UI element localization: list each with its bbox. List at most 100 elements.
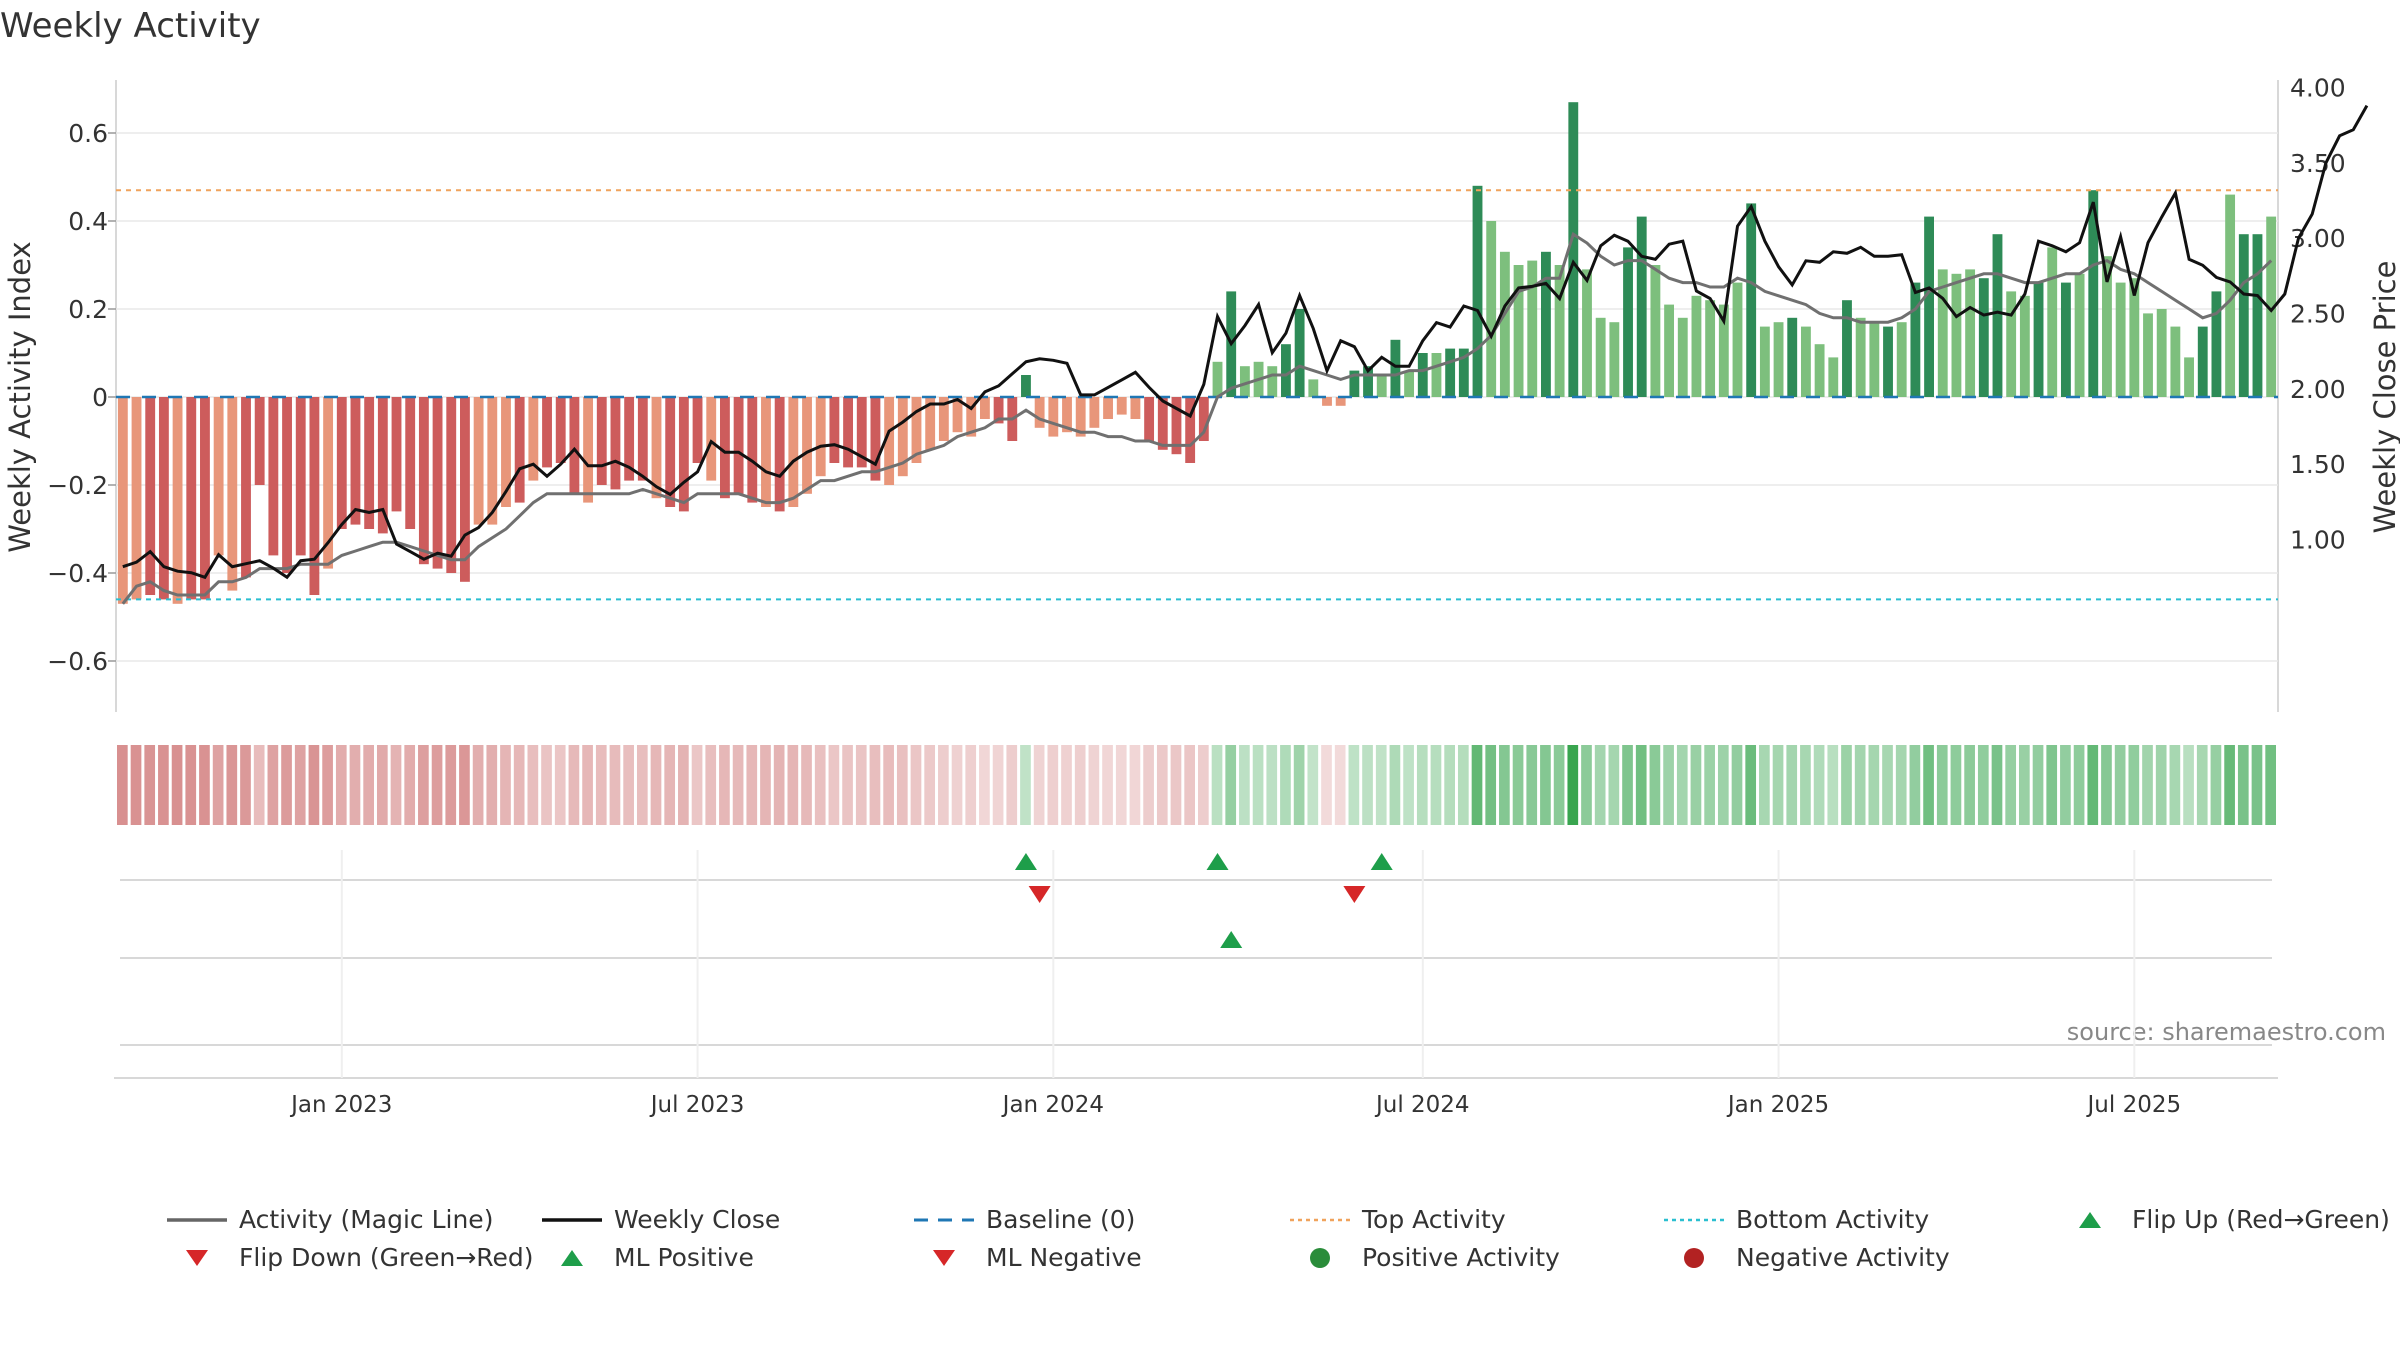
activity-bar: [309, 397, 320, 595]
heat-strip-cell: [1485, 745, 1497, 825]
activity-bar: [1089, 397, 1100, 428]
heat-strip-cell: [1252, 745, 1264, 825]
heat-strip-cell: [2114, 745, 2126, 825]
legend-item-flip_down: Flip Down (Green→Red): [165, 1243, 534, 1272]
x-tick-label: Jan 2025: [1726, 1092, 1829, 1118]
activity-bar: [186, 397, 197, 600]
activity-bar: [2047, 247, 2058, 397]
activity-bar: [542, 397, 552, 468]
activity-bar: [1103, 397, 1113, 419]
activity-bar: [282, 397, 292, 573]
heat-strip-cell: [1362, 745, 1373, 825]
heat-strip-cell: [1102, 745, 1113, 825]
activity-bar: [1883, 326, 1893, 397]
heat-strip-cell: [2196, 745, 2208, 825]
heat-strip-cell: [910, 745, 922, 825]
heat-strip-cell: [1457, 745, 1469, 825]
heat-strip-cell: [1581, 745, 1592, 825]
heat-strip-cell: [1649, 745, 1661, 825]
activity-bar: [254, 397, 265, 485]
flip_down-legend-swatch-icon: [165, 1248, 229, 1268]
activity-bar: [1924, 216, 1934, 397]
activity-bar: [446, 397, 457, 573]
activity-bar: [1855, 317, 1866, 397]
activity-bar: [158, 397, 169, 600]
activity-bar: [1116, 397, 1127, 415]
activity-bar: [1390, 339, 1401, 397]
activity-bar: [979, 397, 990, 419]
heat-strip-cell: [2046, 745, 2058, 825]
heat-strip-cell: [924, 745, 936, 825]
activity-bar: [1650, 265, 1661, 397]
activity-bar: [1869, 322, 1880, 397]
heat-strip-cell: [1170, 745, 1182, 825]
activity-bar: [1759, 326, 1770, 397]
y-tick-label: −0.6: [47, 647, 108, 676]
heat-strip-cell: [1321, 745, 1332, 825]
activity-bar: [1349, 370, 1360, 397]
activity-bar: [117, 397, 128, 604]
activity-bar: [1554, 265, 1565, 397]
activity-bar: [473, 397, 484, 525]
y2-tick-label: 2.50: [2290, 300, 2346, 329]
activity-bar: [1541, 251, 1551, 397]
activity-bar: [692, 397, 703, 463]
heat-strip-cell: [390, 745, 402, 825]
activity-bar: [2129, 278, 2140, 397]
legend-label: Flip Down (Green→Red): [239, 1243, 534, 1272]
heat-strip-cell: [1115, 745, 1127, 825]
heat-strip-cell: [1553, 745, 1565, 825]
legend-label: Activity (Magic Line): [239, 1205, 494, 1234]
heat-strip-cell: [951, 745, 963, 825]
heat-strip-cell: [595, 745, 607, 825]
heat-strip-cell: [1389, 745, 1401, 825]
heat-strip-cell: [1540, 745, 1551, 825]
activity-bar: [829, 397, 840, 463]
heat-strip-cell: [117, 745, 128, 825]
activity-bar: [802, 397, 812, 494]
activity-bar: [747, 397, 758, 503]
heat-strip-cell: [1868, 745, 1880, 825]
ml_neg-legend-swatch-icon: [912, 1248, 976, 1268]
heat-strip-cell: [760, 745, 771, 825]
heat-strip-cell: [1211, 745, 1223, 825]
heat-strip-cell: [322, 745, 333, 825]
activity-bar: [952, 397, 963, 433]
flip-up-marker: [1370, 853, 1393, 870]
heat-strip-cell: [1663, 745, 1674, 825]
heat-strip-cell: [294, 745, 306, 825]
activity-bar: [2238, 234, 2249, 397]
heat-strip-cell: [459, 745, 470, 825]
heat-strip-cell: [1594, 745, 1606, 825]
heat-strip-cell: [773, 745, 785, 825]
activity-bar: [1458, 348, 1469, 397]
activity-bar: [2006, 291, 2017, 397]
heat-strip-cell: [431, 745, 443, 825]
heat-strip-cell: [568, 745, 580, 825]
heat-strip-cell: [445, 745, 457, 825]
activity-bar: [1322, 397, 1332, 406]
heat-strip-cell: [732, 745, 744, 825]
flip-up-marker: [1014, 853, 1037, 870]
activity-bar: [1198, 397, 1209, 441]
neg-legend-swatch-icon: [1662, 1247, 1726, 1268]
heat-strip-cell: [171, 745, 183, 825]
activity-bar: [2115, 282, 2126, 397]
legend-label: Bottom Activity: [1736, 1205, 1930, 1234]
heat-strip-cell: [1129, 745, 1141, 825]
heat-strip-cell: [1416, 745, 1428, 825]
activity-bar: [706, 397, 717, 481]
heat-strip-cell: [2265, 745, 2276, 825]
legend-item-neg: Negative Activity: [1662, 1243, 1950, 1272]
heat-strip-cell: [281, 745, 292, 825]
heat-strip-cell: [2237, 745, 2249, 825]
activity-bar: [1732, 282, 1743, 397]
heat-strip-cell: [486, 745, 498, 825]
heat-strip-cell: [541, 745, 552, 825]
activity-bar: [1623, 247, 1633, 397]
heat-strip-cell: [308, 745, 320, 825]
activity-bar: [1486, 221, 1497, 397]
activity-bar: [1417, 353, 1428, 397]
heat-strip-cell: [185, 745, 197, 825]
